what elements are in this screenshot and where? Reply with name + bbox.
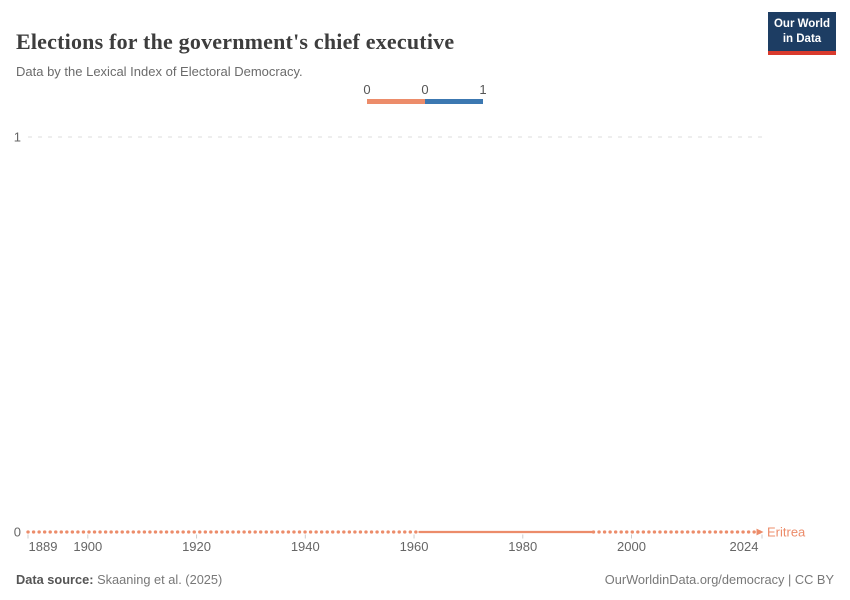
x-axis-tick-label: 1980 — [508, 539, 537, 554]
data-source-value: Skaaning et al. (2025) — [97, 572, 223, 587]
x-axis-tick-label: 1900 — [73, 539, 102, 554]
legend-label-max: 1 — [479, 82, 487, 97]
legend-label-mid: 0 — [421, 82, 429, 97]
y-axis-tick-label: 0 — [14, 525, 21, 540]
owid-logo[interactable]: Our World in Data — [768, 12, 836, 55]
data-source-note[interactable]: Data source: Skaaning et al. (2025) — [16, 572, 222, 587]
legend-bin-1[interactable] — [425, 99, 483, 104]
legend-label-min: 0 — [363, 82, 371, 97]
color-legend: 0 0 1 — [363, 82, 487, 105]
chart-subtitle: Data by the Lexical Index of Electoral D… — [16, 64, 303, 79]
owid-cc-link[interactable]: OurWorldinData.org/democracy | CC BY — [604, 572, 834, 587]
y-axis-tick-label: 1 — [14, 130, 21, 145]
data-source-label: Data source: — [16, 572, 94, 587]
x-axis-tick-label: 1940 — [291, 539, 320, 554]
series-end-arrow-icon — [756, 528, 764, 536]
owid-logo-line1: Our World — [773, 18, 830, 30]
x-axis-tick-label: 1920 — [182, 539, 211, 554]
chart-title: Elections for the government's chief exe… — [16, 28, 455, 54]
entity-label[interactable]: Eritrea — [767, 525, 806, 540]
x-axis-tick-label: 2000 — [617, 539, 646, 554]
legend-bin-0[interactable] — [367, 99, 425, 104]
owid-logo-line2: in Data — [782, 32, 822, 45]
x-axis-tick-label: 1889 — [29, 539, 58, 554]
x-axis-tick-label: 1960 — [400, 539, 429, 554]
x-axis-tick-label: 2024 — [730, 539, 759, 554]
legend-bar — [367, 99, 483, 104]
